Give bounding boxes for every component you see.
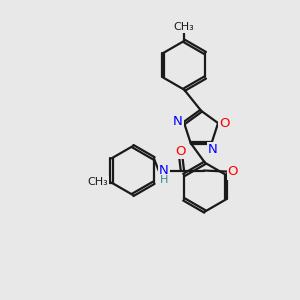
Text: H: H <box>160 175 168 185</box>
Text: O: O <box>176 145 186 158</box>
Text: N: N <box>208 143 218 156</box>
Text: O: O <box>228 166 238 178</box>
Text: CH₃: CH₃ <box>174 22 195 32</box>
Text: CH₃: CH₃ <box>87 176 108 187</box>
Text: O: O <box>219 117 230 130</box>
Text: N: N <box>159 164 169 177</box>
Text: N: N <box>173 115 182 128</box>
